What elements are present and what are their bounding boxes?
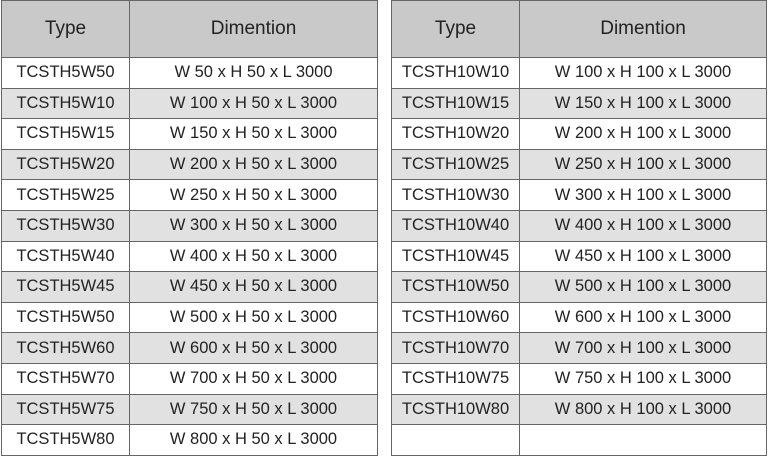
header-row: Type Dimention — [1, 0, 378, 58]
table-row: TCSTH10W80 W 800 x H 100 x L 3000 — [391, 393, 767, 426]
type-cell: TCSTH5W20 — [1, 148, 130, 181]
dimension-cell — [519, 424, 767, 456]
type-cell: TCSTH5W50 — [1, 57, 130, 89]
type-cell: TCSTH5W30 — [1, 209, 130, 242]
table-row: TCSTH5W80 W 800 x H 50 x L 3000 — [1, 424, 378, 456]
type-cell: TCSTH10W75 — [391, 362, 520, 395]
table-row: TCSTH10W20 W 200 x H 100 x L 3000 — [391, 118, 767, 150]
table-row: TCSTH10W60 W 600 x H 100 x L 3000 — [391, 301, 767, 334]
dimension-cell: W 450 x H 100 x L 3000 — [519, 240, 767, 273]
table-row: TCSTH10W10 W 100 x H 100 x L 3000 — [391, 57, 767, 89]
table-row: TCSTH10W15 W 150 x H 100 x L 3000 — [391, 87, 767, 120]
type-cell: TCSTH5W80 — [1, 424, 130, 456]
dimension-cell: W 600 x H 100 x L 3000 — [519, 301, 767, 334]
type-cell: TCSTH5W40 — [1, 240, 130, 273]
header-dimension: Dimention — [519, 0, 767, 58]
table-row: TCSTH10W70 W 700 x H 100 x L 3000 — [391, 332, 767, 364]
type-cell: TCSTH10W80 — [391, 393, 520, 426]
dimension-cell: W 750 x H 100 x L 3000 — [519, 362, 767, 395]
table-row: TCSTH10W30 W 300 x H 100 x L 3000 — [391, 179, 767, 211]
type-cell: TCSTH10W50 — [391, 271, 520, 303]
type-cell: TCSTH5W50 — [1, 301, 130, 334]
dimension-cell: W 250 x H 100 x L 3000 — [519, 148, 767, 181]
dimension-cell: W 150 x H 100 x L 3000 — [519, 87, 767, 120]
table-row — [391, 424, 767, 456]
dimension-cell: W 50 x H 50 x L 3000 — [129, 57, 378, 89]
type-cell — [391, 424, 520, 456]
type-cell: TCSTH5W15 — [1, 118, 130, 150]
table-row: TCSTH10W40 W 400 x H 100 x L 3000 — [391, 209, 767, 242]
dimension-cell: W 450 x H 50 x L 3000 — [129, 271, 378, 303]
table-row: TCSTH5W50 W 500 x H 50 x L 3000 — [1, 301, 378, 334]
dimension-cell: W 200 x H 50 x L 3000 — [129, 148, 378, 181]
dimension-cell: W 600 x H 50 x L 3000 — [129, 332, 378, 364]
dimension-cell: W 800 x H 50 x L 3000 — [129, 424, 378, 456]
type-cell: TCSTH5W75 — [1, 393, 130, 426]
dimension-cell: W 300 x H 100 x L 3000 — [519, 179, 767, 211]
dimension-cell: W 150 x H 50 x L 3000 — [129, 118, 378, 150]
table-row: TCSTH10W45 W 450 x H 100 x L 3000 — [391, 240, 767, 273]
dimension-cell: W 700 x H 100 x L 3000 — [519, 332, 767, 364]
table-row: TCSTH5W70 W 700 x H 50 x L 3000 — [1, 362, 378, 395]
dimension-cell: W 300 x H 50 x L 3000 — [129, 209, 378, 242]
header-type: Type — [391, 0, 520, 58]
type-cell: TCSTH10W15 — [391, 87, 520, 120]
dimension-table-left: Type Dimention TCSTH5W50 W 50 x H 50 x L 30… — [1, 0, 378, 456]
table-row: TCSTH5W25 W 250 x H 50 x L 3000 — [1, 179, 378, 211]
type-cell: TCSTH10W45 — [391, 240, 520, 273]
dimension-cell: W 200 x H 100 x L 3000 — [519, 118, 767, 150]
type-cell: TCSTH5W25 — [1, 179, 130, 211]
dimension-cell: W 400 x H 100 x L 3000 — [519, 209, 767, 242]
type-cell: TCSTH10W40 — [391, 209, 520, 242]
table-row: TCSTH10W50 W 500 x H 100 x L 3000 — [391, 271, 767, 303]
type-cell: TCSTH10W70 — [391, 332, 520, 364]
header-row: Type Dimention — [391, 0, 767, 58]
type-cell: TCSTH10W20 — [391, 118, 520, 150]
type-cell: TCSTH10W10 — [391, 57, 520, 89]
type-cell: TCSTH5W60 — [1, 332, 130, 364]
type-cell: TCSTH10W60 — [391, 301, 520, 334]
header-type: Type — [1, 0, 130, 58]
table-row: TCSTH10W75 W 750 x H 100 x L 3000 — [391, 362, 767, 395]
dimension-cell: W 750 x H 50 x L 3000 — [129, 393, 378, 426]
dimension-cell: W 500 x H 100 x L 3000 — [519, 271, 767, 303]
dimension-cell: W 500 x H 50 x L 3000 — [129, 301, 378, 334]
dimension-cell: W 400 x H 50 x L 3000 — [129, 240, 378, 273]
table-row: TCSTH5W45 W 450 x H 50 x L 3000 — [1, 271, 378, 303]
type-cell: TCSTH10W25 — [391, 148, 520, 181]
type-cell: TCSTH10W30 — [391, 179, 520, 211]
dimension-cell: W 800 x H 100 x L 3000 — [519, 393, 767, 426]
type-cell: TCSTH5W10 — [1, 87, 130, 120]
table-row: TCSTH5W10 W 100 x H 50 x L 3000 — [1, 87, 378, 120]
table-row: TCSTH5W40 W 400 x H 50 x L 3000 — [1, 240, 378, 273]
table-row: TCSTH10W25 W 250 x H 100 x L 3000 — [391, 148, 767, 181]
type-cell: TCSTH5W45 — [1, 271, 130, 303]
dimension-table-right: Type Dimention TCSTH10W10 W 100 x H 100 x L… — [391, 0, 767, 456]
table-row: TCSTH5W20 W 200 x H 50 x L 3000 — [1, 148, 378, 181]
dimension-cell: W 250 x H 50 x L 3000 — [129, 179, 378, 211]
table-row: TCSTH5W30 W 300 x H 50 x L 3000 — [1, 209, 378, 242]
table-row: TCSTH5W15 W 150 x H 50 x L 3000 — [1, 118, 378, 150]
table-row: TCSTH5W75 W 750 x H 50 x L 3000 — [1, 393, 378, 426]
dimension-cell: W 700 x H 50 x L 3000 — [129, 362, 378, 395]
dimension-cell: W 100 x H 50 x L 3000 — [129, 87, 378, 120]
header-dimension: Dimention — [129, 0, 378, 58]
dimension-cell: W 100 x H 100 x L 3000 — [519, 57, 767, 89]
table-row: TCSTH5W50 W 50 x H 50 x L 3000 — [1, 57, 378, 89]
type-cell: TCSTH5W70 — [1, 362, 130, 395]
table-row: TCSTH5W60 W 600 x H 50 x L 3000 — [1, 332, 378, 364]
